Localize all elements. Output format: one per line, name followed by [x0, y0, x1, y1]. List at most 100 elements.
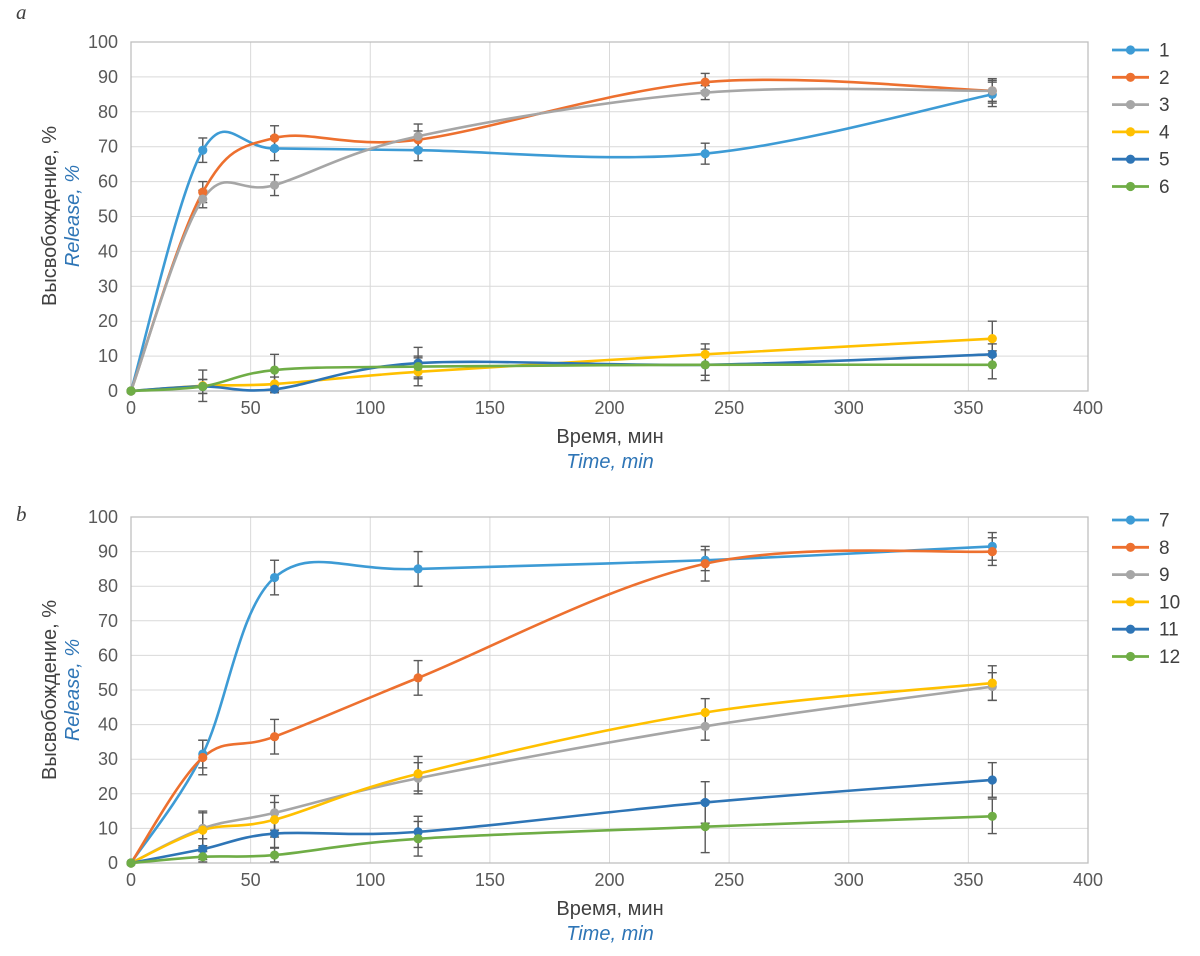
data-point-marker-1 [413, 145, 423, 155]
data-point-marker-10 [700, 707, 710, 718]
chart-b-x-axis-title-ru: Время, мин [556, 898, 664, 920]
x-tick-label: 300 [834, 870, 864, 890]
chart-b-y-axis-title-ru: Высвобождение, % [39, 600, 61, 780]
data-point-marker-4 [987, 334, 997, 344]
data-point-marker-12 [269, 850, 280, 860]
legend-marker-swatch [1125, 127, 1136, 137]
legend-label: 9 [1159, 565, 1170, 586]
legend-label: 10 [1159, 592, 1180, 613]
x-tick-label: 100 [355, 398, 385, 418]
legend-marker-swatch [1125, 597, 1136, 607]
data-point-marker-11 [987, 775, 997, 785]
data-point-marker-6 [700, 360, 710, 370]
series-line-3 [129, 87, 994, 393]
y-tick-label: 0 [108, 381, 118, 401]
data-point-marker-4 [700, 349, 710, 359]
data-point-marker-7 [413, 564, 423, 574]
data-point-marker-11 [198, 844, 208, 854]
series-line-6 [129, 363, 994, 393]
x-tick-label: 0 [126, 870, 136, 890]
data-point-marker-6 [126, 386, 136, 396]
legend-item-4: 4 [1112, 122, 1170, 143]
legend-marker-swatch [1125, 624, 1136, 634]
data-point-marker-1 [700, 149, 710, 159]
data-point-marker-1 [198, 145, 208, 155]
legend-item-9: 9 [1112, 565, 1170, 586]
chart-b: 0 50 100 150 200 250 300 350 400 0 10 20 30 40 50 60 70 8… [88, 507, 1180, 890]
data-point-marker-3 [198, 194, 208, 204]
x-tick-label: 150 [475, 398, 505, 418]
chart-b-x-axis-title-en: Time, min [566, 923, 654, 945]
y-tick-label: 40 [98, 715, 118, 735]
x-tick-label: 0 [126, 398, 136, 418]
series-line-9 [129, 685, 994, 865]
x-tick-label: 350 [953, 398, 983, 418]
chart-a-y-axis-title-en: Release, % [62, 164, 84, 268]
y-tick-label: 30 [98, 276, 118, 296]
legend-marker-swatch [1125, 45, 1136, 55]
legend-item-2: 2 [1112, 68, 1170, 89]
panel-a-label: a [16, 0, 27, 24]
panel-b-label: b [16, 502, 27, 526]
y-tick-label: 90 [98, 67, 118, 87]
legend-marker-swatch [1125, 570, 1136, 580]
chart-a-x-axis-title-en: Time, min [566, 451, 654, 473]
y-tick-label: 50 [98, 207, 118, 227]
legend-label: 6 [1159, 177, 1170, 198]
data-point-marker-2 [269, 133, 280, 143]
x-tick-label: 250 [714, 398, 744, 418]
x-tick-label: 200 [594, 870, 624, 890]
legend-label: 12 [1159, 647, 1180, 668]
legend-item-12: 12 [1112, 647, 1180, 668]
legend-marker-swatch [1125, 100, 1136, 110]
legend-item-3: 3 [1112, 95, 1170, 116]
data-point-marker-9 [269, 808, 280, 818]
legend-marker-swatch [1125, 72, 1136, 82]
y-tick-label: 70 [98, 611, 118, 631]
data-point-marker-10 [987, 678, 997, 688]
legend-item-1: 1 [1112, 41, 1170, 62]
data-point-marker-12 [987, 811, 997, 821]
data-point-marker-1 [269, 143, 280, 154]
legend-item-8: 8 [1112, 538, 1170, 559]
chart-a-x-axis-title-ru: Время, мин [556, 426, 664, 448]
x-tick-label: 150 [475, 870, 505, 890]
y-tick-label: 80 [98, 102, 118, 122]
chart-b-y-axis-title-en: Release, % [62, 638, 84, 742]
data-point-marker-3 [700, 88, 710, 98]
data-point-marker-10 [413, 769, 423, 779]
legend-marker-swatch [1125, 181, 1136, 192]
legend-label: 7 [1159, 511, 1170, 532]
legend-marker-swatch [1125, 542, 1136, 552]
y-tick-label: 30 [98, 749, 118, 769]
data-point-marker-6 [269, 365, 280, 375]
data-point-marker-10 [198, 825, 208, 835]
data-point-marker-7 [269, 572, 280, 583]
data-point-marker-12 [700, 822, 710, 832]
data-point-marker-5 [987, 349, 997, 359]
x-tick-label: 350 [953, 870, 983, 890]
legend-item-5: 5 [1112, 150, 1170, 171]
data-point-marker-12 [413, 834, 423, 844]
legend-marker-swatch [1125, 515, 1136, 525]
data-point-marker-2 [700, 77, 710, 87]
data-point-marker-10 [269, 815, 280, 825]
legend-label: 5 [1159, 150, 1170, 171]
legend-item-11: 11 [1112, 620, 1179, 641]
chart-a-y-axis-title-ru: Высвобождение, % [39, 126, 61, 306]
y-tick-label: 10 [98, 818, 118, 838]
legend-label: 1 [1159, 41, 1170, 62]
x-tick-label: 200 [594, 398, 624, 418]
x-tick-label: 300 [834, 398, 864, 418]
data-point-marker-3 [413, 131, 423, 141]
data-point-marker-11 [700, 797, 710, 808]
data-point-marker-8 [198, 752, 208, 763]
legend-label: 4 [1159, 122, 1170, 143]
series-line-2 [129, 78, 994, 393]
x-tick-label: 400 [1073, 870, 1103, 890]
chart-a: 0 50 100 150 200 250 300 350 400 0 10 20 30 40 50 60 70 8… [88, 32, 1170, 418]
legend-item-7: 7 [1112, 511, 1170, 532]
legend-marker-swatch [1125, 154, 1136, 164]
x-tick-label: 50 [241, 870, 261, 890]
data-point-marker-6 [987, 360, 997, 370]
